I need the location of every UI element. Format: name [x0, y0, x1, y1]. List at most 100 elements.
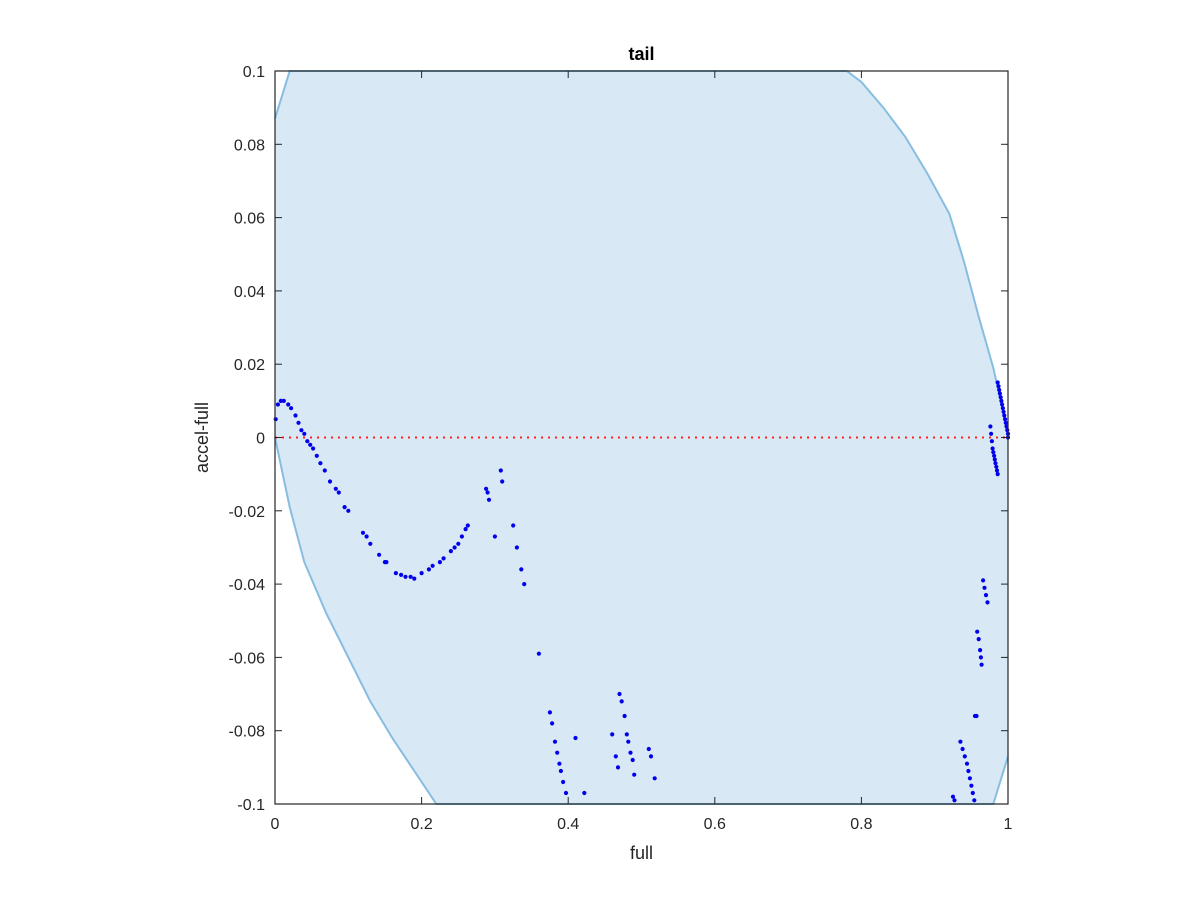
data-point [448, 549, 453, 554]
data-point [281, 398, 286, 403]
confidence-band [275, 71, 1008, 804]
data-point [311, 446, 316, 451]
data-point [437, 560, 442, 565]
data-point [582, 790, 587, 796]
y-tick-label: 0.08 [234, 137, 265, 154]
data-point [342, 505, 347, 510]
data-point [305, 439, 310, 444]
data-point [500, 479, 505, 484]
x-tick-label: 0.6 [704, 816, 726, 833]
data-point [978, 655, 984, 660]
data-point [646, 746, 651, 752]
data-point [486, 497, 492, 502]
x-axis-ticks: 0 0.2 0.4 0.6 0.8 1 [271, 71, 1013, 833]
data-point [314, 453, 319, 458]
y-tick-label: 0.1 [243, 64, 265, 81]
data-point [992, 457, 997, 462]
data-point [456, 541, 461, 546]
data-point [550, 721, 555, 726]
data-point [967, 776, 973, 781]
data-point [336, 490, 341, 495]
x-tick-label: 0 [271, 816, 280, 833]
data-point [989, 439, 995, 444]
data-point [997, 387, 1002, 392]
data-point [972, 798, 977, 803]
data-point [465, 523, 470, 528]
data-point [962, 754, 967, 759]
data-point [997, 391, 1003, 396]
data-point [333, 486, 338, 491]
data-point [430, 563, 435, 568]
data-point [561, 779, 566, 785]
data-point [950, 794, 956, 799]
data-point [995, 380, 1000, 385]
data-point [573, 735, 578, 741]
data-point [308, 442, 313, 447]
data-points [273, 380, 1011, 803]
data-point [289, 406, 294, 411]
y-tick-label: -0.02 [229, 504, 266, 521]
data-point [522, 582, 527, 587]
data-point [293, 413, 298, 418]
data-point [318, 461, 323, 466]
data-point [552, 739, 558, 744]
data-point [960, 746, 965, 752]
x-tick-label: 0.2 [410, 816, 432, 833]
data-point [958, 739, 963, 744]
chart-title: tail [628, 44, 654, 64]
data-point [1001, 409, 1006, 414]
data-point [368, 541, 373, 546]
data-point [511, 523, 516, 528]
data-point [975, 629, 980, 634]
data-point [976, 637, 981, 642]
data-point [989, 431, 994, 436]
data-point [536, 651, 542, 656]
data-point [302, 431, 307, 436]
data-point [557, 761, 562, 766]
data-point [1005, 428, 1010, 433]
y-tick-label: -0.06 [229, 650, 266, 667]
data-point [322, 468, 327, 473]
data-point [615, 765, 621, 770]
data-point [982, 585, 987, 590]
data-point [514, 545, 520, 550]
data-point [998, 395, 1003, 400]
data-point [995, 472, 1000, 477]
data-point [555, 750, 560, 755]
data-point [441, 556, 446, 561]
data-point [970, 790, 975, 796]
data-point [652, 776, 657, 781]
data-point [498, 468, 503, 473]
x-axis-label: full [630, 843, 653, 863]
data-point [492, 534, 497, 539]
x-tick-label: 0.8 [850, 816, 872, 833]
data-point [996, 384, 1001, 389]
x-tick-label: 1 [1004, 816, 1013, 833]
data-point [563, 790, 569, 796]
data-point [273, 417, 278, 422]
data-point [384, 560, 389, 565]
data-point [296, 420, 301, 425]
data-point [991, 450, 996, 455]
data-point [990, 446, 995, 451]
data-point [978, 648, 983, 653]
y-tick-label: 0.06 [234, 211, 265, 228]
data-point [408, 574, 413, 579]
data-point [278, 398, 283, 403]
y-axis-ticks: 0.1 0.08 0.06 0.04 0.02 0 -0.02 -0.04 -0.06 -0.08… [229, 64, 1008, 814]
data-point [399, 572, 404, 578]
data-point [617, 691, 622, 697]
data-point [622, 713, 627, 719]
data-point [994, 468, 1000, 473]
data-point [426, 567, 431, 572]
data-point [610, 732, 615, 737]
data-point [1000, 406, 1006, 411]
data-point [364, 534, 369, 539]
data-point [985, 600, 990, 605]
data-point [485, 490, 490, 495]
data-point [286, 402, 291, 407]
data-point [346, 508, 351, 513]
data-point [993, 461, 998, 466]
data-point [969, 783, 974, 788]
plot-area [273, 70, 1011, 805]
